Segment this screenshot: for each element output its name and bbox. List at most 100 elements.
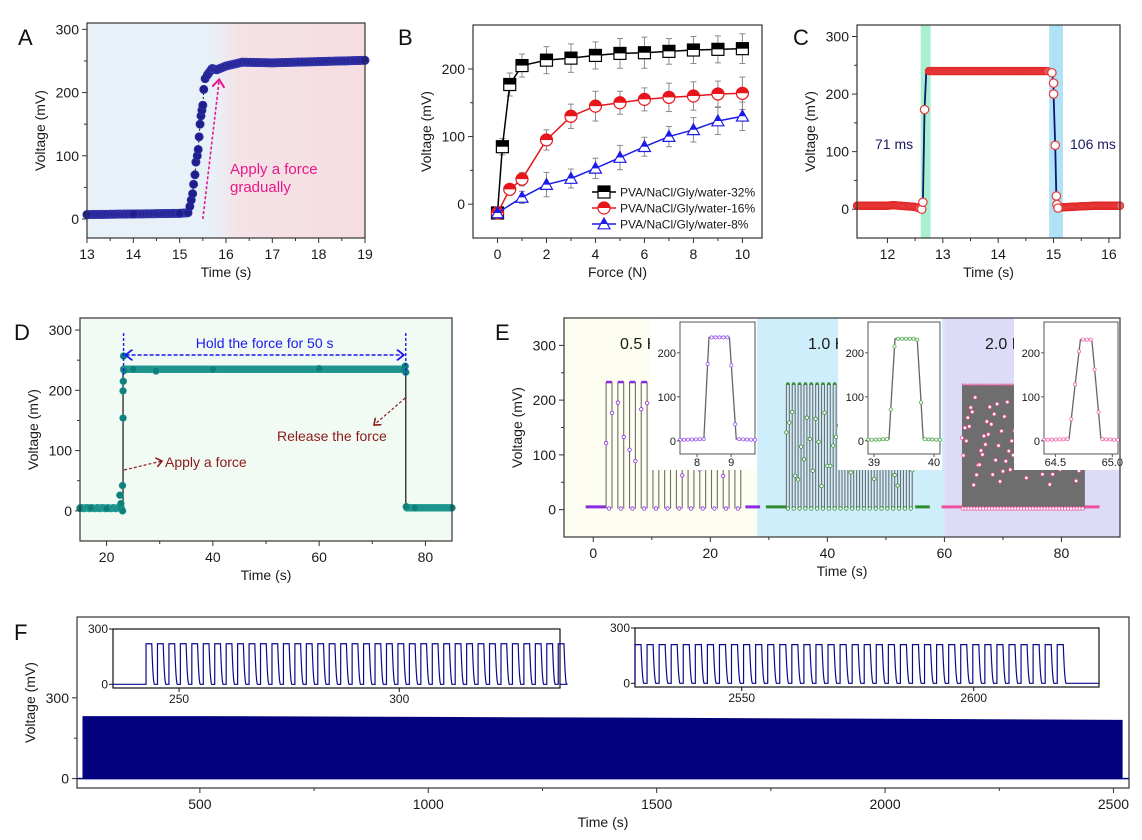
data-point (828, 463, 833, 468)
data-point (993, 457, 998, 463)
data-point-fill (503, 183, 516, 190)
y-tick-label: 300 (533, 337, 557, 353)
inset-point (745, 437, 750, 442)
inset-x-tick-label: 8 (694, 457, 700, 469)
inset-point (938, 437, 943, 442)
inset-point (1045, 437, 1050, 442)
panel-label: C (793, 25, 809, 50)
panel-b: PVA/NaCl/Gly/water-32% PVA/NaCl/Gly/water… (398, 24, 763, 280)
data-point (1002, 414, 1007, 419)
data-point-fill (496, 140, 509, 147)
inset-y-tick-label: 300 (610, 621, 630, 635)
x-tick-label: 16 (218, 246, 234, 262)
transition-point (1047, 67, 1057, 78)
inset-point (907, 336, 912, 341)
inset-point (903, 336, 908, 341)
x-tick-label: 20 (99, 549, 115, 565)
data-point (885, 506, 890, 511)
data-point (102, 504, 111, 513)
release-arrow (374, 397, 406, 425)
data-point (188, 189, 198, 199)
data-point-fill (515, 59, 528, 66)
data-point (606, 506, 612, 511)
inset-y-tick-label: 200 (658, 348, 676, 360)
inset-y-tick-label: 0 (101, 677, 108, 691)
y-tick-label: 300 (49, 322, 73, 338)
data-point (855, 506, 861, 511)
x-tick-label: 80 (1054, 545, 1070, 561)
data-point (195, 119, 205, 129)
inset-x-tick-label: 65.0 (1102, 457, 1123, 469)
inset-y-tick-label: 0 (858, 436, 864, 448)
y-tick-label: 100 (442, 129, 466, 145)
inset-point (1116, 437, 1121, 442)
inset-point (1069, 417, 1074, 422)
data-point (826, 506, 831, 511)
inset-x-tick-label: 2600 (960, 691, 987, 705)
plot-background (80, 318, 452, 541)
inset-frame (1043, 321, 1119, 455)
data-point (129, 365, 137, 373)
inset-point (1108, 437, 1113, 442)
legend-marker-fill (598, 186, 610, 192)
data-point (804, 415, 809, 420)
inset-point (1065, 437, 1070, 442)
data-point (117, 499, 125, 508)
data-point (816, 439, 821, 444)
data-point (908, 506, 913, 511)
data-point (700, 506, 705, 511)
inset-point (725, 335, 730, 340)
inset-x-tick-label: 9 (728, 457, 734, 469)
x-tick-label: 500 (188, 796, 212, 812)
data-point (895, 483, 900, 488)
data-point (604, 441, 609, 446)
x-tick-label: 40 (820, 545, 836, 561)
inset-point (869, 437, 874, 442)
data-point (965, 415, 970, 420)
inset-point (881, 437, 886, 442)
inset-y-tick-label: 100 (846, 392, 864, 404)
data-point (848, 470, 853, 475)
inset-y-tick-label: 0 (670, 436, 676, 448)
inset-point (888, 407, 893, 412)
data-point (1047, 482, 1052, 487)
inset-point (721, 335, 726, 340)
hold-label: Hold the force for 50 s (196, 335, 334, 351)
inset-point (922, 437, 927, 442)
inset-point (900, 336, 905, 341)
y-tick-label: 300 (46, 690, 70, 706)
data-point (850, 506, 855, 511)
y-axis-title: Voltage (mV) (22, 662, 38, 743)
data-point-fill (638, 46, 651, 53)
data-point (642, 506, 647, 511)
data-point (971, 482, 976, 488)
data-point (645, 400, 650, 406)
data-point (986, 432, 991, 437)
inset-point (934, 437, 939, 442)
data-point (967, 424, 972, 429)
x-tick-label: 18 (311, 246, 327, 262)
inset-point (729, 363, 734, 368)
annotation-text: Apply a force (230, 161, 318, 178)
transition-point (1053, 203, 1063, 213)
y-axis-title: Voltage (mV) (418, 91, 434, 172)
data-point (712, 506, 717, 511)
plot-frame (856, 24, 1121, 239)
inset-y-tick-label: 100 (1022, 392, 1040, 404)
inset-pulse-trace (634, 643, 1099, 684)
data-point (615, 400, 620, 405)
panel-label: A (18, 25, 33, 50)
data-point (891, 506, 896, 511)
legend-marker-fill (600, 218, 608, 224)
data-point (989, 422, 994, 427)
data-point (1008, 467, 1013, 472)
data-point (193, 144, 203, 154)
data-point-fill (589, 100, 602, 107)
data-point (128, 209, 138, 219)
x-axis-title: Time (s) (817, 563, 868, 579)
rise-time-label: 71 ms (875, 136, 913, 152)
inset-y-tick-label: 300 (88, 622, 108, 636)
data-point (992, 411, 997, 417)
